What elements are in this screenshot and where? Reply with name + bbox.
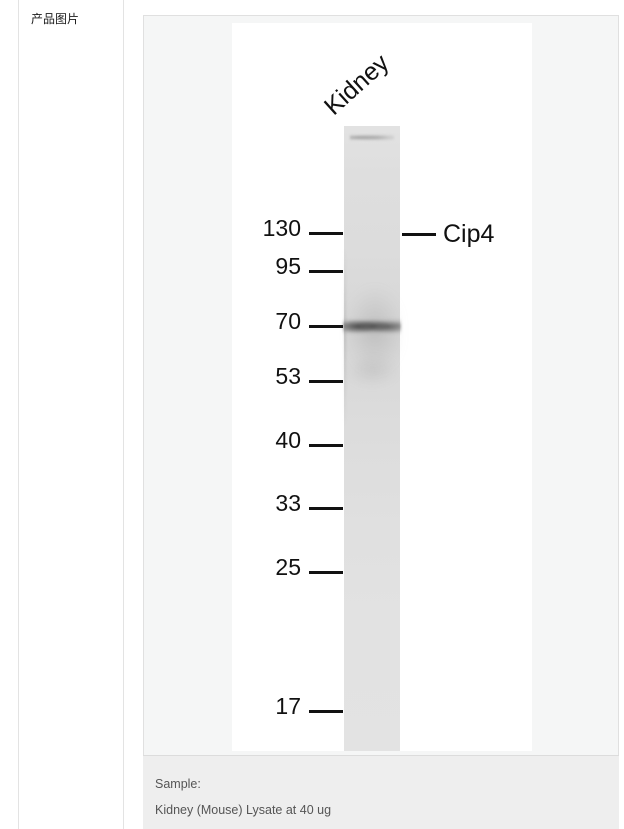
mw-marker-label: 95 bbox=[275, 253, 301, 279]
mw-marker-label: 40 bbox=[275, 427, 301, 453]
mw-marker-label: 53 bbox=[275, 363, 301, 389]
mw-marker-tick bbox=[309, 571, 343, 574]
lane-edge-shadow bbox=[344, 246, 346, 426]
mw-marker-tick bbox=[309, 507, 343, 510]
gel-lane bbox=[343, 126, 401, 751]
western-blot-image[interactable]: Kidney 130 95 bbox=[232, 23, 532, 751]
lane-title-kidney: Kidney bbox=[318, 48, 395, 121]
spec-row: 产品图片 Kidney 130 bbox=[18, 0, 624, 829]
mw-marker-tick bbox=[309, 232, 343, 235]
caption-panel: Sample: Kidney (Mouse) Lysate at 40 ug P… bbox=[143, 755, 619, 829]
figure-panel: Kidney 130 95 bbox=[143, 15, 619, 755]
mw-marker-label: 17 bbox=[275, 693, 301, 719]
mw-marker-tick bbox=[309, 444, 343, 447]
mw-marker-tick bbox=[309, 325, 343, 328]
field-label: 产品图片 bbox=[31, 12, 80, 26]
cip4-band bbox=[343, 318, 401, 335]
caption-line: Sample: bbox=[155, 777, 201, 791]
field-label-cell: 产品图片 bbox=[19, 0, 124, 829]
band-lower-smear bbox=[346, 354, 398, 396]
target-annotation: Cip4 bbox=[402, 222, 494, 247]
mw-marker-tick bbox=[309, 710, 343, 713]
lane-loading-smudge bbox=[350, 134, 394, 141]
mw-marker-label: 130 bbox=[262, 215, 301, 241]
mw-marker-label: 25 bbox=[275, 554, 301, 580]
mw-marker-tick bbox=[309, 380, 343, 383]
target-label-cip4: Cip4 bbox=[443, 220, 495, 248]
field-value-cell: Kidney 130 95 bbox=[125, 0, 624, 829]
band-halo bbox=[344, 276, 400, 406]
mw-marker-label: 33 bbox=[275, 490, 301, 516]
pointer-line-icon bbox=[402, 233, 436, 236]
mw-marker-label: 70 bbox=[275, 308, 301, 334]
mw-marker-tick bbox=[309, 270, 343, 273]
caption-line: Kidney (Mouse) Lysate at 40 ug bbox=[155, 803, 332, 817]
